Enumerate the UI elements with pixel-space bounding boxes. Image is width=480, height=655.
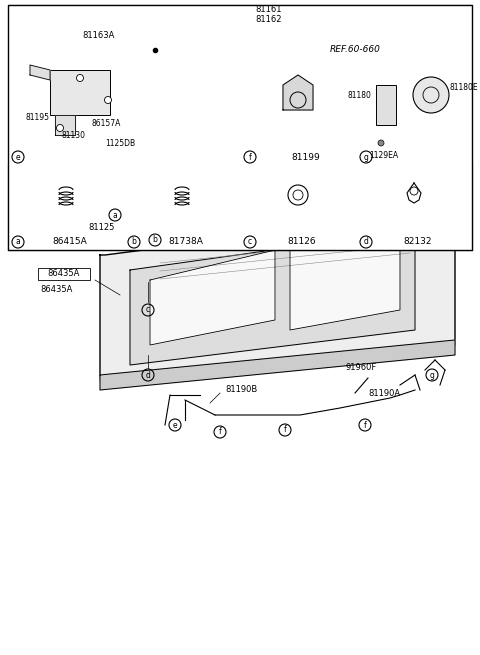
Text: 81190A: 81190A <box>368 388 400 398</box>
Text: 81199: 81199 <box>292 153 320 162</box>
Text: 81163A: 81163A <box>83 31 115 39</box>
Circle shape <box>413 77 449 113</box>
Text: a: a <box>16 238 20 246</box>
Circle shape <box>57 124 63 132</box>
Text: 82132: 82132 <box>404 238 432 246</box>
Text: 81125: 81125 <box>88 223 114 233</box>
Polygon shape <box>290 225 400 330</box>
Text: f: f <box>364 421 366 430</box>
Circle shape <box>76 75 84 81</box>
Text: 91960F: 91960F <box>345 364 376 373</box>
Polygon shape <box>30 65 50 80</box>
Text: 86157A: 86157A <box>92 119 121 128</box>
Polygon shape <box>55 115 75 135</box>
Text: e: e <box>173 421 177 430</box>
Polygon shape <box>150 250 275 345</box>
Text: 81195: 81195 <box>25 113 49 122</box>
Polygon shape <box>130 230 415 365</box>
FancyBboxPatch shape <box>38 268 90 280</box>
Text: 86435A: 86435A <box>40 286 72 295</box>
Text: 1125DB: 1125DB <box>105 138 135 147</box>
Polygon shape <box>75 25 460 235</box>
Text: g: g <box>363 153 369 162</box>
Polygon shape <box>100 210 455 380</box>
Text: f: f <box>218 428 221 436</box>
Text: 81161: 81161 <box>255 5 281 14</box>
FancyBboxPatch shape <box>376 85 396 125</box>
Text: 86435A: 86435A <box>48 269 80 278</box>
Text: 81180E: 81180E <box>449 83 478 92</box>
Text: e: e <box>16 153 20 162</box>
FancyBboxPatch shape <box>50 70 110 115</box>
Text: 81126: 81126 <box>288 238 316 246</box>
Text: 86415A: 86415A <box>53 238 87 246</box>
Text: 81130: 81130 <box>61 132 85 141</box>
Text: 1129EA: 1129EA <box>370 151 398 160</box>
Bar <box>8 5 472 250</box>
Text: REF.60-660: REF.60-660 <box>330 45 381 54</box>
Text: d: d <box>145 371 150 379</box>
Text: d: d <box>363 238 369 246</box>
Text: g: g <box>430 371 434 379</box>
Text: c: c <box>146 305 150 314</box>
Text: f: f <box>249 153 252 162</box>
Text: 81738A: 81738A <box>168 238 204 246</box>
Text: c: c <box>248 238 252 246</box>
Text: f: f <box>284 426 287 434</box>
Text: 81180: 81180 <box>347 90 371 100</box>
Text: a: a <box>113 210 118 219</box>
Polygon shape <box>100 340 455 390</box>
Circle shape <box>105 96 111 103</box>
Text: b: b <box>132 238 136 246</box>
Polygon shape <box>283 75 313 110</box>
Circle shape <box>378 140 384 146</box>
Text: b: b <box>153 236 157 244</box>
Text: 81190B: 81190B <box>225 386 257 394</box>
Text: 81162: 81162 <box>255 16 281 24</box>
